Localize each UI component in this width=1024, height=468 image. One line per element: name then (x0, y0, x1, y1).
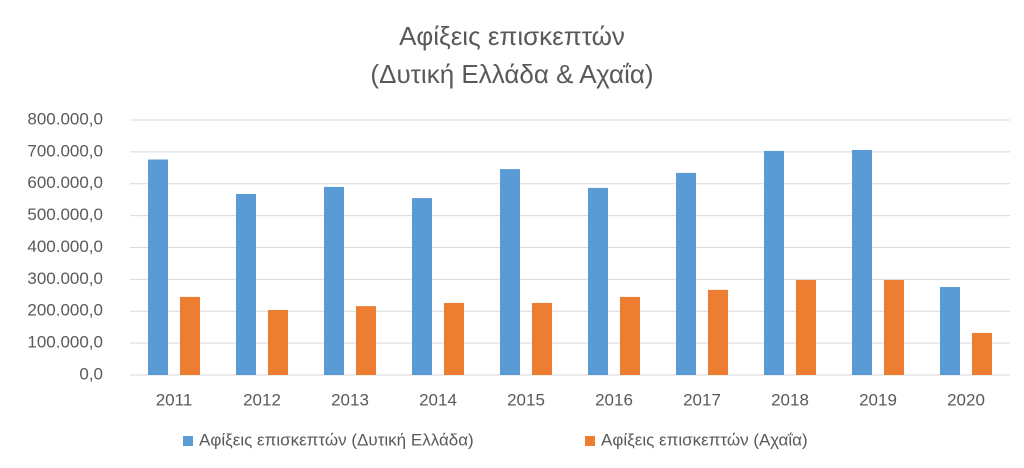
bar (532, 302, 552, 375)
x-tick-label: 2017 (683, 390, 721, 409)
x-tick-label: 2018 (771, 390, 809, 409)
x-tick-label: 2020 (947, 390, 985, 409)
bar (268, 309, 288, 375)
x-tick-label: 2011 (156, 390, 193, 409)
bar (796, 280, 816, 375)
bar (676, 172, 696, 375)
bar (324, 186, 344, 375)
y-tick-label: 0,0 (79, 364, 103, 383)
bar (148, 159, 168, 375)
bar (708, 289, 728, 375)
bar (884, 280, 904, 375)
legend-swatch (585, 436, 595, 446)
y-tick-label: 100.000,0 (27, 333, 103, 352)
bar (236, 193, 256, 375)
x-tick-label: 2013 (331, 390, 369, 409)
bar (972, 332, 992, 375)
x-tick-label: 2016 (595, 390, 633, 409)
x-tick-label: 2014 (419, 390, 457, 409)
bar (940, 287, 960, 375)
y-tick-label: 300.000,0 (27, 269, 103, 288)
bar (500, 169, 520, 375)
x-tick-label: 2012 (243, 390, 281, 409)
legend-swatch (183, 436, 193, 446)
bar (356, 306, 376, 375)
y-tick-label: 800.000,0 (27, 109, 103, 128)
bar (852, 149, 872, 375)
legend-label: Αφίξεις επισκεπτών (Αχαΐα) (601, 430, 808, 449)
bar (444, 302, 464, 375)
bar (620, 296, 640, 375)
y-tick-label: 200.000,0 (27, 301, 103, 320)
bar (412, 198, 432, 375)
bar (180, 296, 200, 375)
y-tick-label: 600.000,0 (27, 173, 103, 192)
chart-title: Αφίξεις επισκεπτών (399, 21, 625, 51)
bar (764, 150, 784, 375)
legend-label: Αφίξεις επισκεπτών (Δυτική Ελλάδα) (199, 430, 474, 449)
y-tick-label: 700.000,0 (27, 141, 103, 160)
x-tick-label: 2019 (859, 390, 897, 409)
bar (588, 187, 608, 375)
y-tick-label: 400.000,0 (27, 237, 103, 256)
x-tick-label: 2015 (507, 390, 545, 409)
chart-title: (Δυτική Ελλάδα & Αχαΐα) (370, 59, 653, 89)
y-tick-label: 500.000,0 (27, 205, 103, 224)
